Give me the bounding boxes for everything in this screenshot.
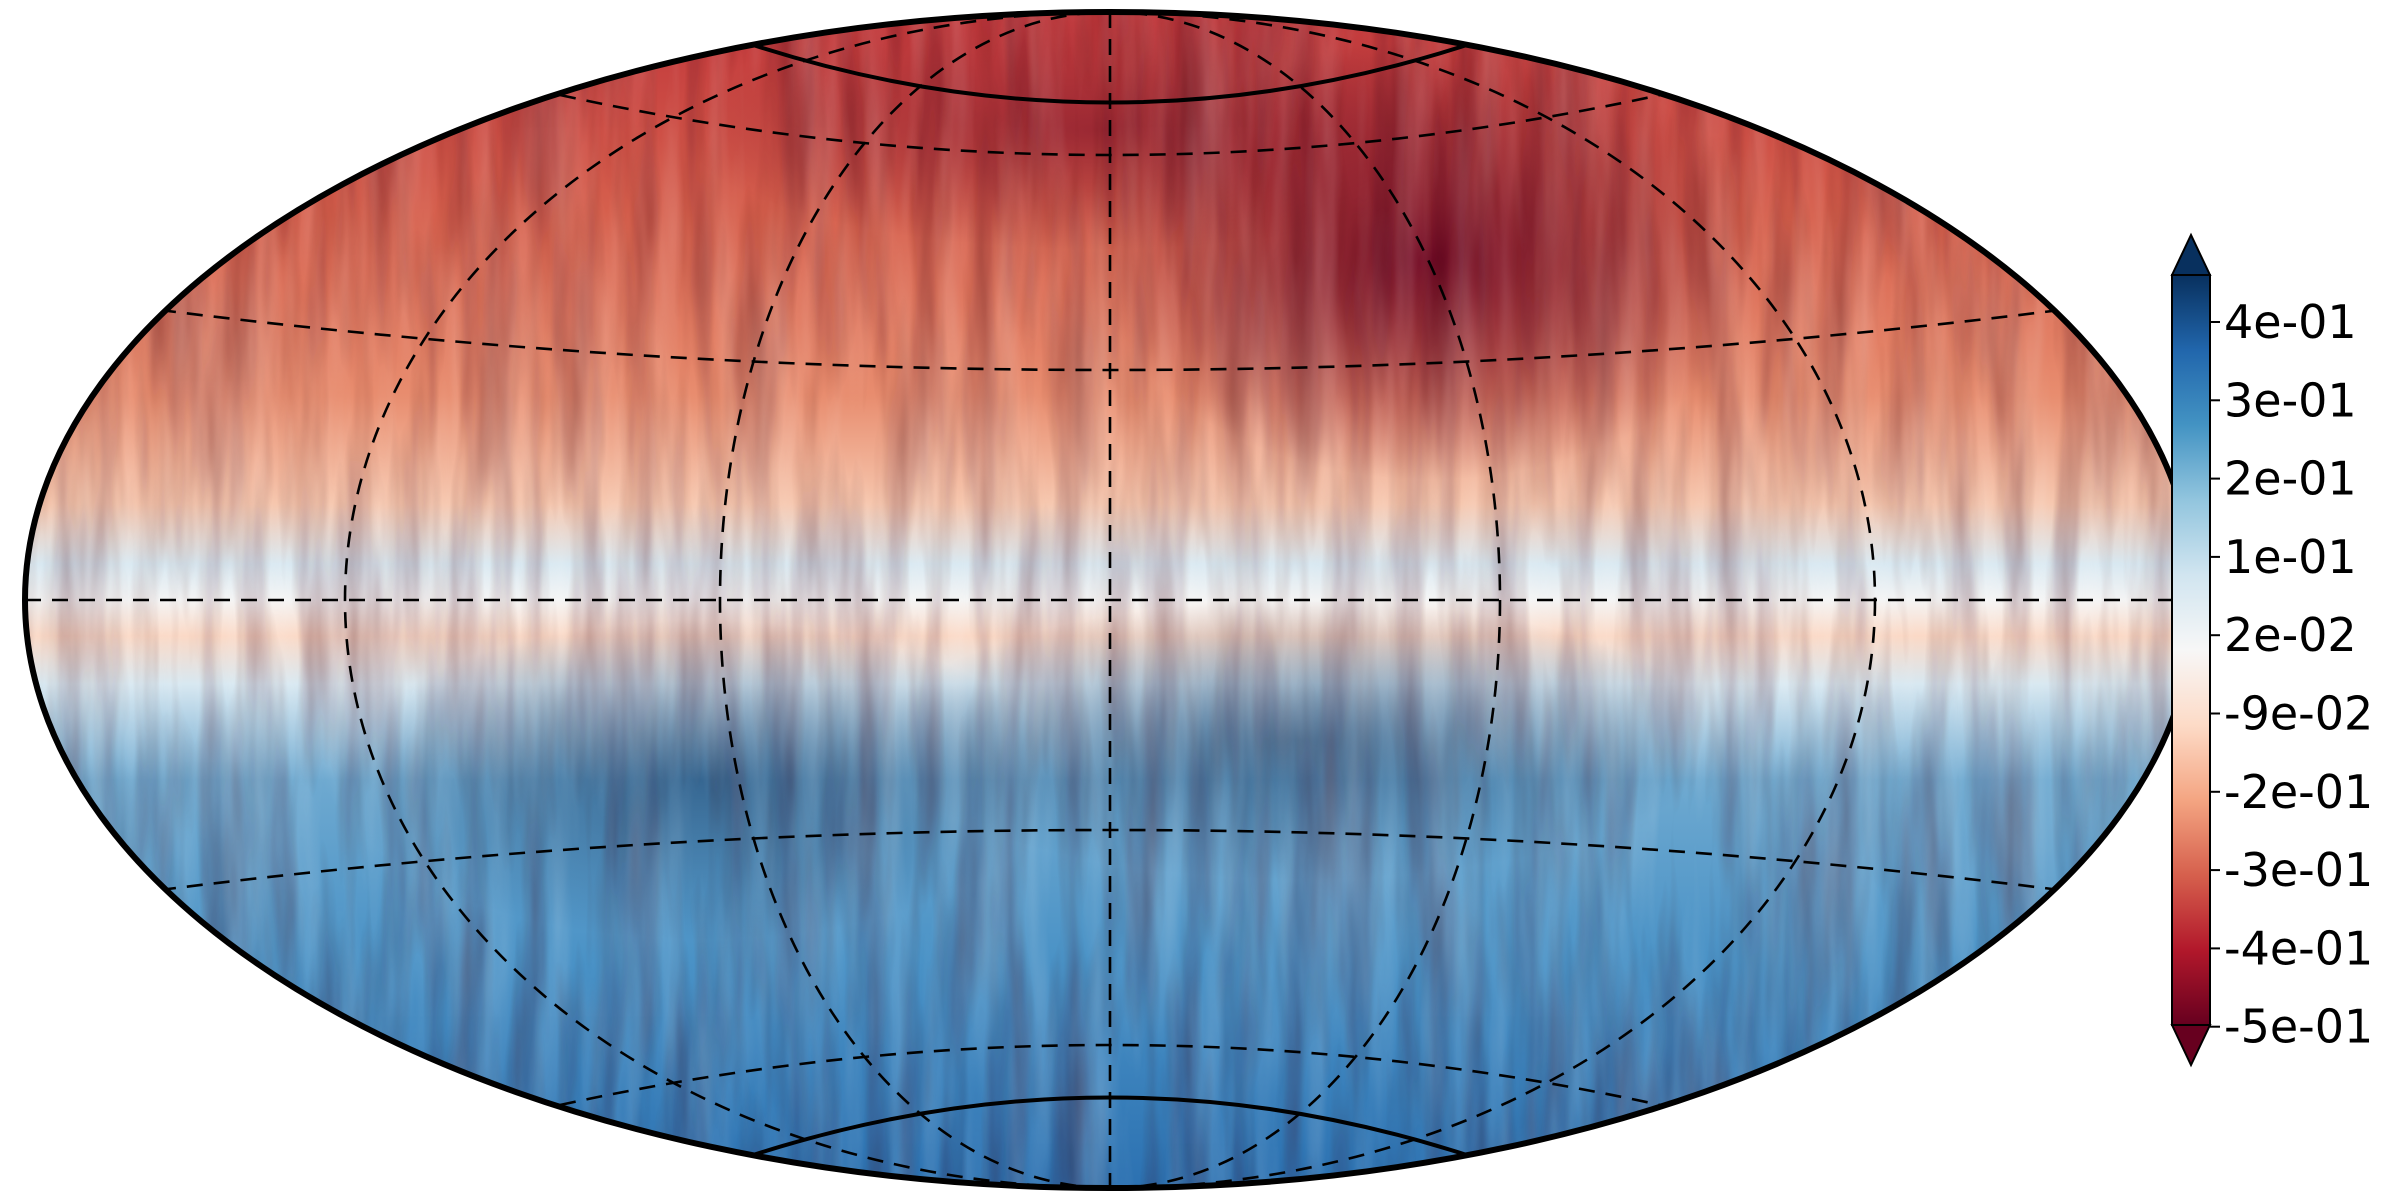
- south-cap-edge: [737, 1095, 1483, 1162]
- graticule: [25, 12, 2195, 1188]
- parallel-south-30: [159, 828, 2061, 892]
- parallel-north-30: [159, 308, 2061, 372]
- colorbar-tick-label: 4e-01: [2224, 295, 2357, 349]
- colorbar-extend-min: [2170, 1024, 2212, 1068]
- colorbar-body: [2171, 274, 2211, 1026]
- colorbar: 4e-01 3e-01 2e-01 1e-01 2e-02 -9e-02 -2e-01 -3e…: [2170, 232, 2373, 1068]
- colorbar-extend-max: [2170, 232, 2212, 276]
- parallel-south-60: [559, 1043, 1661, 1107]
- meridian-60: [718, 12, 1502, 1188]
- colorbar-tick-label: -9e-02: [2224, 687, 2373, 741]
- colorbar-tick-label: -3e-01: [2224, 843, 2373, 897]
- colorbar-tick-label: -2e-01: [2224, 765, 2373, 819]
- north-cap-edge: [737, 38, 1483, 105]
- polar-caps: [737, 38, 1483, 1162]
- parallel-north-60: [559, 93, 1661, 157]
- colorbar-ticks: 4e-01 3e-01 2e-01 1e-01 2e-02 -9e-02 -2e-01 -3e…: [2210, 295, 2373, 1054]
- meridian-120: [343, 12, 1877, 1188]
- colorbar-tick-label: -5e-01: [2224, 1000, 2373, 1054]
- colorbar-tick-label: 2e-02: [2224, 608, 2357, 662]
- colorbar-tick-label: -4e-01: [2224, 921, 2373, 975]
- colorbar-tick-label: 2e-01: [2224, 452, 2357, 506]
- colorbar-tick-label: 3e-01: [2224, 373, 2357, 427]
- colorbar-tick-label: 1e-01: [2224, 530, 2357, 584]
